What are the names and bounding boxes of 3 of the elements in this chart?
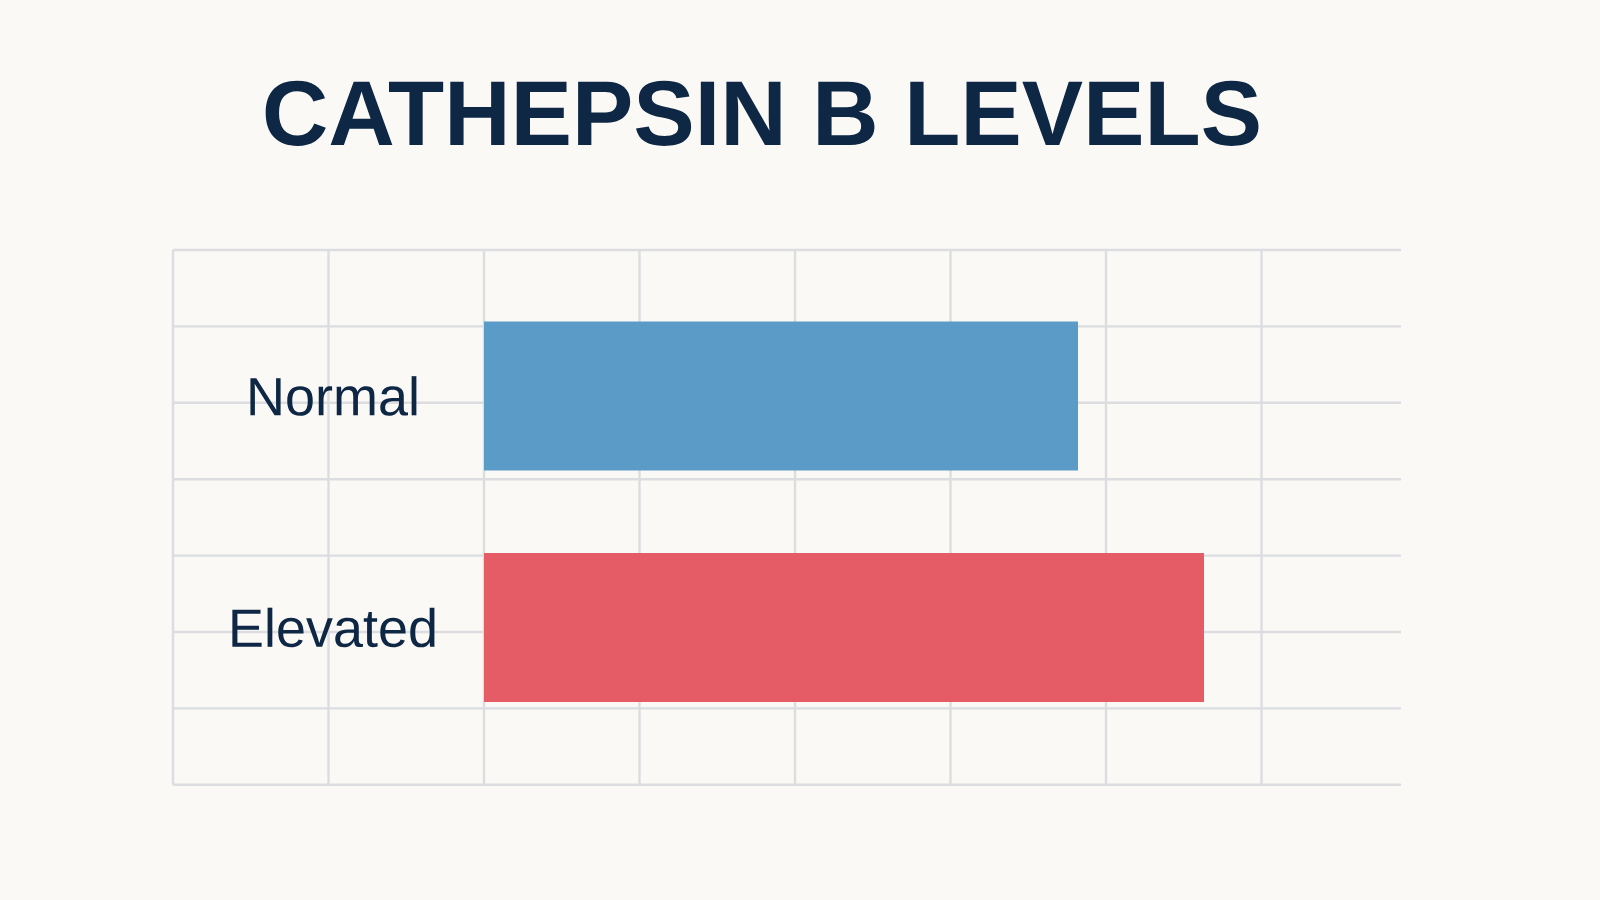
y-tick-label: Normal bbox=[250, 376, 417, 416]
chart-title: CATHEPSIN B LEVELS bbox=[265, 80, 1259, 146]
y-tick-label: Elevated bbox=[232, 607, 435, 648]
